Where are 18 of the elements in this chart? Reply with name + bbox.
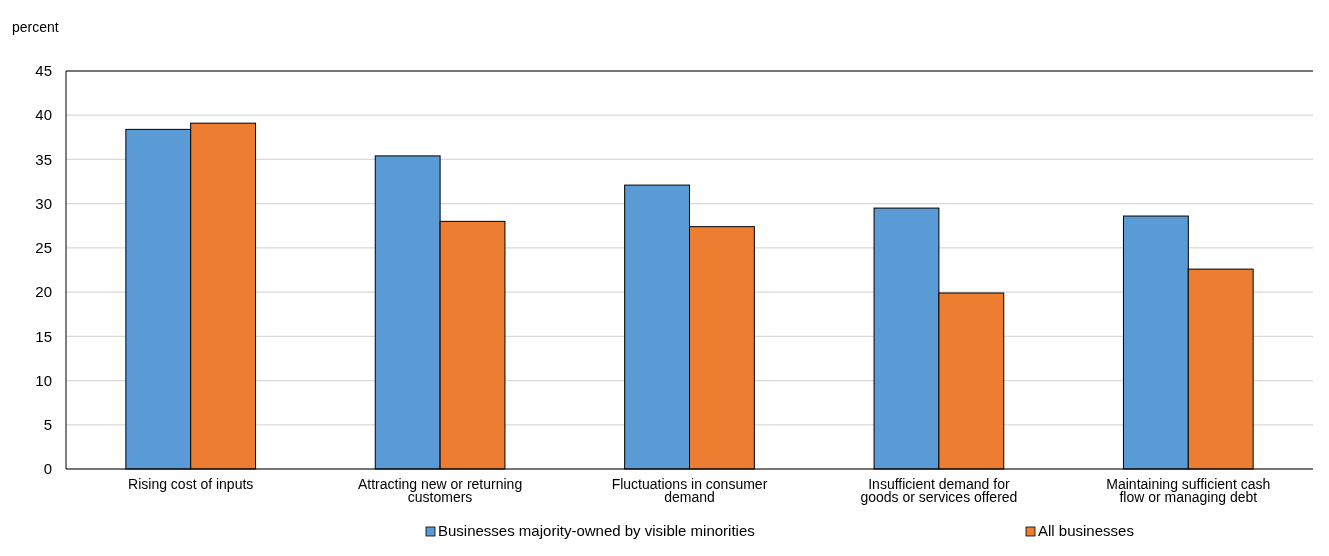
legend-label: Businesses majority-owned by visible minorities: [438, 522, 755, 539]
y-tick-label: 15: [35, 327, 52, 345]
y-tick-label: 45: [35, 62, 52, 80]
y-tick-label: 35: [35, 150, 52, 168]
y-tick-label: 40: [35, 106, 52, 124]
y-axis-title: percent: [12, 19, 59, 35]
y-tick-label: 30: [35, 194, 52, 212]
x-tick-label: Maintaining sufficient cash flow or managing debt: [1106, 476, 1271, 505]
legend-label: All businesses: [1038, 522, 1134, 539]
y-tick-label: 20: [35, 283, 52, 301]
x-tick-label: Rising cost of inputs: [128, 476, 254, 492]
x-tick-label: Insufficient demand for goods or services offered: [860, 476, 1018, 505]
x-tick-label: Fluctuations in consumer demand: [611, 476, 768, 505]
y-tick-label: 25: [35, 239, 52, 257]
x-tick-label: Attracting new or returning customers: [358, 476, 523, 505]
y-tick-label: 10: [35, 371, 52, 389]
y-tick-label: 5: [43, 416, 52, 434]
y-tick-label: 0: [43, 460, 52, 478]
